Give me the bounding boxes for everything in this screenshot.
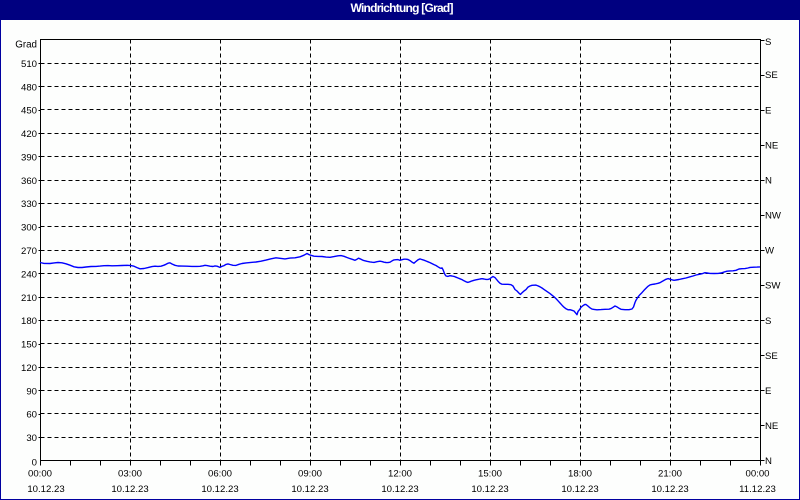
svg-text:120: 120 (21, 363, 37, 374)
svg-text:NW: NW (765, 211, 782, 222)
svg-text:60: 60 (26, 410, 37, 421)
svg-text:NE: NE (765, 140, 778, 151)
svg-text:W: W (765, 246, 775, 257)
svg-text:09:00: 09:00 (298, 469, 322, 480)
svg-text:SW: SW (765, 281, 781, 292)
svg-text:06:00: 06:00 (208, 469, 232, 480)
svg-text:150: 150 (21, 340, 37, 351)
svg-text:Grad: Grad (15, 40, 37, 51)
svg-text:10.12.23: 10.12.23 (201, 484, 238, 495)
svg-text:03:00: 03:00 (118, 469, 142, 480)
svg-text:450: 450 (21, 106, 37, 117)
svg-text:N: N (765, 456, 772, 467)
svg-text:270: 270 (21, 246, 37, 257)
svg-text:10.12.23: 10.12.23 (291, 484, 328, 495)
svg-text:10.12.23: 10.12.23 (27, 484, 64, 495)
svg-text:E: E (765, 105, 771, 116)
svg-text:10.12.23: 10.12.23 (471, 484, 508, 495)
svg-text:390: 390 (21, 152, 37, 163)
svg-text:10.12.23: 10.12.23 (561, 484, 598, 495)
svg-text:SE: SE (765, 70, 778, 81)
svg-text:300: 300 (21, 223, 37, 234)
svg-text:10.12.23: 10.12.23 (381, 484, 418, 495)
svg-text:SE: SE (765, 351, 778, 362)
svg-text:90: 90 (26, 386, 37, 397)
svg-text:N: N (765, 175, 772, 186)
svg-text:E: E (765, 386, 771, 397)
svg-text:18:00: 18:00 (568, 469, 592, 480)
svg-text:330: 330 (21, 199, 37, 210)
svg-text:480: 480 (21, 82, 37, 93)
svg-text:11.12.23: 11.12.23 (739, 484, 776, 495)
svg-text:00:00: 00:00 (28, 469, 52, 480)
svg-text:NE: NE (765, 421, 778, 432)
svg-text:S: S (765, 316, 771, 327)
svg-text:10.12.23: 10.12.23 (651, 484, 688, 495)
svg-text:420: 420 (21, 129, 37, 140)
svg-text:Windrichtung [Grad]: Windrichtung [Grad] (351, 1, 454, 15)
svg-text:21:00: 21:00 (658, 469, 682, 480)
svg-text:0: 0 (32, 457, 37, 468)
svg-text:S: S (765, 37, 771, 48)
svg-text:10.12.23: 10.12.23 (111, 484, 148, 495)
svg-text:15:00: 15:00 (478, 469, 502, 480)
svg-text:240: 240 (21, 269, 37, 280)
svg-text:00:00: 00:00 (745, 469, 769, 480)
svg-text:30: 30 (26, 433, 37, 444)
svg-text:360: 360 (21, 176, 37, 187)
svg-text:510: 510 (21, 59, 37, 70)
svg-text:210: 210 (21, 293, 37, 304)
svg-text:180: 180 (21, 316, 37, 327)
svg-text:12:00: 12:00 (388, 469, 412, 480)
